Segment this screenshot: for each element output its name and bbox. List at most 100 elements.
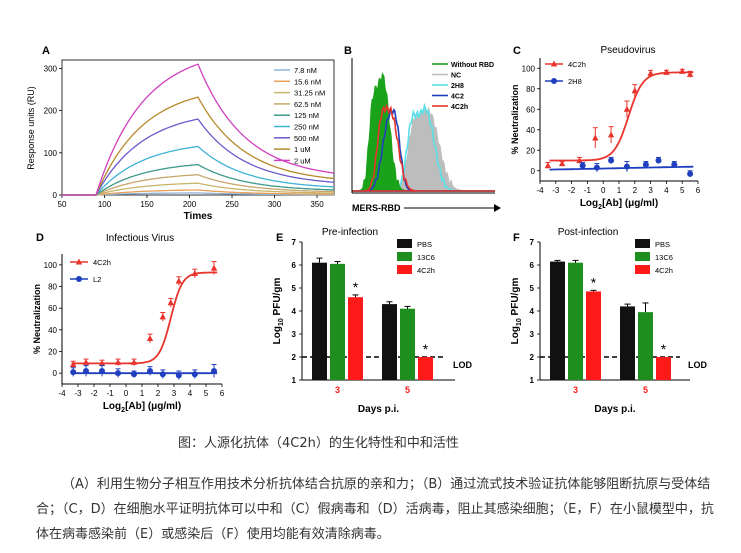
y-axis-label: Response units (RU)	[26, 86, 36, 170]
legend-marker	[550, 60, 558, 67]
legend-label: 4C2h	[451, 104, 468, 111]
sensorgram-line	[62, 189, 334, 196]
data-point	[82, 358, 90, 365]
fit-curve	[549, 71, 694, 162]
data-point	[623, 163, 630, 170]
data-point	[579, 162, 586, 169]
legend-label: 13C6	[655, 253, 673, 262]
sensorgram-line	[62, 174, 334, 196]
data-point	[159, 371, 166, 378]
y-tick-label: 2	[292, 353, 297, 362]
data-point	[608, 157, 615, 164]
chart-title: Pre-infection	[322, 227, 378, 238]
panel-f: F Post-infection 1 2 3 4 5 6 7 Log10 PFU/gm LOD 3 5 *…	[510, 227, 707, 415]
figure-panels: A50 100 150 200 250 300 3500100200300TimesResp…	[26, 45, 707, 415]
legend-swatch	[635, 265, 650, 274]
data-point	[647, 69, 654, 76]
data-point	[623, 105, 631, 112]
y-tick-label: 0	[53, 369, 58, 378]
x-tick-label: 3	[172, 389, 177, 398]
data-point	[70, 369, 77, 376]
fit-curve	[549, 165, 694, 171]
data-point	[83, 368, 89, 374]
data-point	[663, 68, 670, 75]
data-point	[671, 161, 678, 168]
y-axis-label: Log10 PFU/gm	[272, 278, 285, 345]
x-tick-label: 5	[204, 389, 209, 398]
legend-label: 13C6	[417, 253, 435, 262]
x-tick-label: 50	[58, 200, 67, 209]
x-tick-label: -2	[90, 389, 98, 398]
y-tick-label: 7	[530, 238, 535, 247]
legend-label: 4C2	[451, 94, 464, 101]
bar	[550, 261, 565, 380]
bar	[620, 306, 635, 380]
x-tick-label: 4	[188, 389, 193, 398]
legend-label: Without RBD	[451, 62, 494, 69]
legend-label: 2H8	[451, 83, 464, 90]
lod-label: LOD	[453, 360, 472, 370]
data-point	[592, 134, 599, 141]
data-point	[191, 270, 198, 276]
data-point	[191, 371, 198, 378]
x-axis-label: Log2[Ab] (μg/ml)	[580, 198, 658, 211]
x-tick-label: 300	[268, 200, 282, 209]
x-tick-label: 5	[680, 186, 685, 195]
y-tick-label: 3	[292, 330, 297, 339]
y-tick-label: 6	[292, 261, 297, 270]
y-tick-label: 20	[526, 146, 535, 155]
x-tick-label: -1	[106, 389, 114, 398]
y-axis-label: Log10 PFU/gm	[510, 278, 523, 345]
legend-label: 31.25 nM	[294, 89, 325, 98]
panel-letter: C	[513, 45, 521, 57]
sensorgram-line	[62, 63, 335, 196]
data-point	[686, 70, 694, 77]
x-tick-label: 6	[696, 186, 701, 195]
y-tick-label: 60	[526, 105, 535, 114]
y-tick-label: 5	[292, 284, 297, 293]
y-tick-label: 20	[48, 348, 57, 357]
significance-star: *	[353, 279, 359, 295]
figure-caption: 图：人源化抗体（4C2h）的生化特性和中和活性	[178, 436, 459, 451]
data-point	[593, 164, 600, 171]
y-tick-label: 5	[530, 284, 535, 293]
data-point	[98, 359, 106, 366]
x-tick-label: 3	[648, 186, 653, 195]
bar	[656, 357, 671, 380]
legend-marker	[551, 78, 557, 84]
y-tick-label: 0	[531, 167, 536, 176]
x-tick-label: -4	[58, 389, 66, 398]
y-tick-label: 80	[526, 85, 535, 94]
y-tick-label: 1	[530, 376, 535, 385]
data-point	[147, 368, 153, 374]
panel-b: B Without RBD NC 2H8 4C2 4C2h MERS-RBD	[344, 45, 501, 213]
data-point	[159, 313, 166, 320]
bar	[568, 262, 583, 380]
legend-label: 62.5 nM	[294, 100, 321, 109]
data-point	[655, 157, 662, 164]
legend-label: 1 uM	[294, 145, 311, 154]
x-tick-label: 200	[183, 200, 197, 209]
y-tick-label: 100	[44, 261, 58, 270]
x-tick-label: 350	[310, 200, 324, 209]
legend-swatch	[635, 239, 650, 248]
x-axis-label: Days p.i.	[594, 404, 635, 415]
panel-letter: E	[276, 232, 283, 244]
x-tick-label: -3	[74, 389, 82, 398]
figure-description: （A）利用生物分子相互作用技术分析抗体结合抗原的亲和力；（B）通过流式技术验证抗…	[36, 477, 714, 542]
x-tick-label: 5	[643, 385, 648, 395]
bar	[348, 297, 363, 380]
legend-swatch	[397, 265, 412, 274]
y-tick-label: 300	[44, 64, 58, 73]
x-tick-label: 150	[140, 200, 154, 209]
y-tick-label: 40	[48, 326, 57, 335]
y-tick-label: 100	[44, 149, 58, 158]
legend-label: NC	[451, 73, 461, 80]
y-tick-label: 4	[292, 307, 297, 316]
sensorgram-line	[62, 96, 335, 196]
x-tick-label: 2	[633, 186, 638, 195]
x-tick-label: 4	[664, 186, 669, 195]
significance-star: *	[423, 341, 429, 357]
bar	[330, 263, 345, 380]
data-point	[631, 87, 638, 94]
